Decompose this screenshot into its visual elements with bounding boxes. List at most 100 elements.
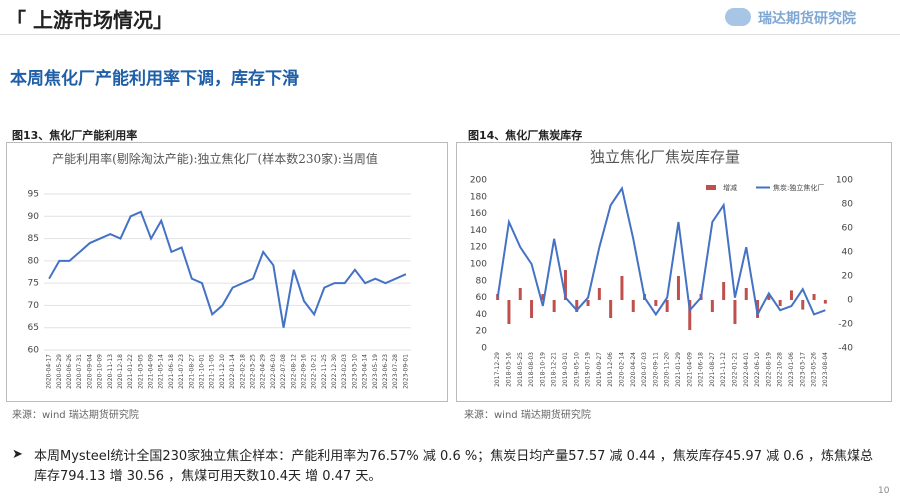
x-tick-label: 2022-02-18 [239, 354, 246, 389]
x-tick-label: 2021-11-05 [209, 354, 216, 389]
x-tick-label: 2020-05-29 [56, 354, 63, 389]
x-tick-label: 2020-12-18 [117, 354, 124, 389]
x-tick-label: 2022-08-12 [290, 354, 297, 389]
bar [541, 294, 545, 300]
chart-box [6, 142, 448, 402]
x-tick-label: 2021-06-18 [168, 354, 175, 389]
x-tick-label: 2023-09-01 [402, 354, 409, 389]
y-tick-label: 90 [28, 212, 40, 222]
bar [631, 300, 635, 312]
bar [767, 294, 771, 300]
x-tick-label: 2021-05-14 [158, 354, 165, 389]
line [48, 210, 407, 328]
divider [0, 34, 900, 35]
x-tick-label: 2019-07-19 [585, 352, 592, 387]
x-tick-label: 2023-05-26 [811, 352, 818, 387]
source: 来源：wind 瑞达期货研究院 [12, 410, 139, 421]
x-tick-label: 2022-10-28 [777, 352, 784, 387]
bar [688, 300, 692, 330]
x-tick-label: 2019-03-01 [562, 352, 569, 387]
y-tick-label: 85 [28, 234, 39, 244]
legend-label: 增减 [723, 183, 737, 192]
bar [801, 300, 805, 310]
chart-box [456, 142, 892, 402]
y-tick-label: 75 [28, 279, 39, 289]
y-tick-label: 20 [476, 327, 488, 337]
x-tick-label: 2022-04-29 [260, 354, 267, 389]
bar [597, 288, 601, 300]
bar [722, 282, 726, 300]
x-tick-label: 2023-01-06 [788, 352, 795, 387]
x-tick-label: 2021-07-23 [178, 354, 185, 389]
y2-tick-label: 60 [842, 224, 854, 234]
y2-tick-label: 40 [842, 248, 854, 258]
x-tick-label: 2020-02-14 [618, 352, 625, 387]
y-tick-label: 60 [28, 346, 40, 356]
y-tick-label: 0 [481, 344, 487, 354]
figure-caption: 图14、焦化厂焦炭库存 [468, 129, 583, 142]
y-tick-label: 40 [476, 310, 488, 320]
bar [530, 300, 534, 318]
x-tick-label: 2021-08-27 [709, 352, 716, 387]
chart-title: 独立焦化厂焦炭库存量 [589, 148, 740, 166]
x-tick-label: 2020-09-04 [86, 354, 93, 389]
bar [710, 300, 714, 312]
x-tick-label: 2022-10-21 [311, 354, 318, 389]
x-tick-label: 2020-04-17 [46, 354, 53, 389]
x-tick-label: 2020-10-09 [97, 354, 104, 389]
x-tick-label: 2023-04-14 [362, 354, 369, 389]
x-tick-label: 2021-12-10 [219, 354, 226, 389]
x-tick-label: 2018-10-19 [539, 352, 546, 387]
x-tick-label: 2022-07-08 [280, 354, 287, 389]
x-tick-label: 2020-07-03 [641, 352, 648, 387]
y2-tick-label: 100 [836, 176, 853, 186]
x-tick-label: 2021-01-22 [127, 354, 134, 389]
bar [552, 300, 556, 312]
x-tick-label: 2020-09-11 [652, 352, 659, 387]
x-tick-label: 2021-06-18 [698, 352, 705, 387]
y-tick-label: 80 [476, 276, 488, 286]
x-tick-label: 2018-12-21 [551, 352, 558, 387]
y-tick-label: 160 [470, 209, 487, 219]
bar [665, 300, 669, 312]
bar [563, 270, 567, 300]
x-tick-label: 2018-08-03 [528, 352, 535, 387]
source: 来源：wind 瑞达期货研究院 [464, 410, 591, 421]
x-tick-label: 2018-05-25 [517, 352, 524, 387]
x-tick-label: 2021-11-12 [720, 352, 727, 387]
bar [518, 288, 522, 300]
x-tick-label: 2022-06-10 [754, 352, 761, 387]
x-tick-label: 2022-01-21 [731, 352, 738, 387]
x-tick-label: 2023-07-28 [392, 354, 399, 389]
bar [575, 300, 579, 312]
bar [676, 276, 680, 300]
logo-icon [725, 8, 751, 26]
bar [507, 300, 511, 324]
legend-label: 焦炭:独立焦化厂 [773, 183, 824, 192]
y-tick-label: 120 [470, 243, 487, 253]
y2-tick-label: 0 [847, 296, 853, 306]
x-tick-label: 2019-05-10 [573, 352, 580, 387]
page-number: 10 [878, 486, 890, 496]
x-tick-label: 2017-12-29 [494, 352, 501, 387]
note: 本周Mysteel统计全国230家独立焦企样本：产能利用率为76.57% 减 0… [34, 449, 874, 484]
x-tick-label: 2019-09-27 [596, 352, 603, 387]
x-tick-label: 2018-03-16 [505, 352, 512, 387]
y-tick-label: 80 [28, 256, 40, 266]
y-tick-label: 95 [28, 190, 39, 200]
y-tick-label: 100 [470, 260, 487, 270]
bar [654, 300, 658, 306]
x-tick-label: 2020-11-13 [107, 354, 114, 389]
y-tick-label: 140 [470, 226, 487, 236]
header-title: 「 上游市场情况」 [6, 8, 173, 32]
y-tick-label: 180 [470, 192, 487, 202]
x-tick-label: 2021-01-29 [675, 352, 682, 387]
x-tick-label: 2023-02-03 [341, 354, 348, 389]
y2-tick-label: 80 [842, 200, 854, 210]
x-tick-label: 2022-12-30 [331, 354, 338, 389]
y2-tick-label: 20 [842, 272, 854, 282]
x-tick-label: 2021-04-09 [148, 354, 155, 389]
y-tick-label: 70 [28, 301, 40, 311]
x-tick-label: 2022-08-19 [765, 352, 772, 387]
